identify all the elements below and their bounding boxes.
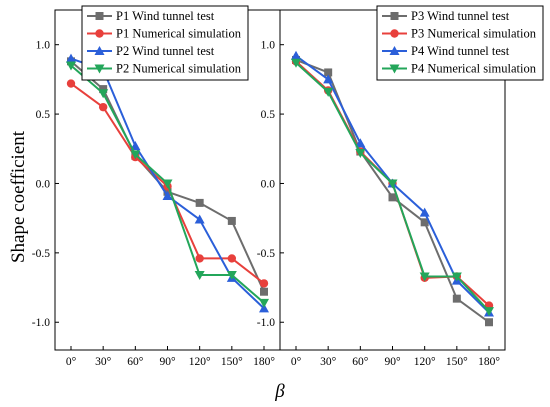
legend-marker: [95, 29, 104, 38]
data-point: [452, 294, 461, 303]
panel-right: -1.0 -0.5 0.0 0.5 1.0 0° 30° 60° 90° 120° 150° 180°…: [257, 5, 544, 368]
legend: P1 Wind tunnel test P1 Numerical simulati…: [81, 5, 249, 81]
x-tick-label: 120°: [414, 356, 436, 368]
legend-marker: [389, 64, 400, 74]
legend: P3 Wind tunnel test P3 Numerical simulati…: [376, 5, 544, 81]
data-point: [484, 307, 494, 317]
x-tick-label: 30°: [95, 356, 112, 368]
y-tick-label: 0.5: [261, 109, 276, 121]
data-point: [355, 148, 366, 158]
legend-marker: [390, 29, 399, 38]
y-tick-label: 1.0: [261, 40, 276, 52]
data-point: [98, 89, 109, 99]
x-tick-label: 0°: [66, 356, 77, 368]
data-point: [227, 254, 237, 263]
data-point: [66, 53, 76, 63]
x-tick-label: 180°: [478, 356, 500, 368]
data-point: [130, 150, 141, 160]
data-point: [323, 74, 334, 84]
legend-label: P2 Numerical simulation: [116, 62, 242, 76]
legend-label: P4 Wind tunnel test: [411, 44, 510, 58]
y-tick-label: -0.5: [32, 248, 50, 260]
data-point: [227, 216, 236, 225]
y-tick-label: 0.0: [36, 178, 51, 190]
x-tick-label: 150°: [446, 356, 468, 368]
data-point: [66, 79, 76, 88]
x-tick-label: 150°: [221, 356, 243, 368]
y-tick-label: 1.0: [36, 40, 51, 52]
data-point: [98, 102, 108, 112]
data-point: [420, 218, 429, 227]
data-point: [291, 50, 301, 60]
data-point: [162, 190, 173, 200]
data-point: [99, 85, 108, 94]
data-point: [260, 287, 268, 296]
legend-marker: [94, 46, 105, 55]
legend-label: P3 Wind tunnel test: [411, 9, 510, 23]
data-point: [162, 179, 173, 189]
data-point: [388, 193, 397, 202]
data-point: [324, 68, 333, 77]
data-point: [194, 271, 205, 281]
x-tick-label: 30°: [320, 356, 337, 368]
data-point: [485, 318, 493, 327]
data-point: [226, 271, 237, 281]
x-tick-label: 60°: [127, 356, 144, 368]
data-point: [66, 61, 76, 71]
data-point: [419, 272, 430, 282]
legend-marker: [95, 12, 104, 20]
legend-label: P2 Wind tunnel test: [116, 44, 215, 58]
legend-marker: [390, 12, 399, 20]
data-point: [355, 138, 366, 148]
x-tick-label: 90°: [384, 356, 401, 368]
legend-label: P3 Numerical simulation: [411, 27, 537, 41]
x-tick-label: 90°: [159, 356, 176, 368]
y-tick-label: -1.0: [32, 317, 50, 329]
y-tick-label: 0.5: [36, 109, 51, 121]
data-point: [195, 254, 204, 263]
data-point: [419, 207, 430, 217]
data-point: [323, 87, 334, 97]
data-point: [259, 298, 269, 308]
data-point: [259, 303, 269, 313]
data-point: [291, 58, 301, 68]
x-tick-label: 0°: [291, 356, 302, 368]
x-tick-label: 180°: [253, 356, 275, 368]
panel-left: -1.0 -0.5 0.0 0.5 1.0 0° 30° 60° 90° 120° 150° 180°…: [32, 5, 281, 368]
data-point: [451, 272, 462, 282]
y-tick-label: 0.0: [261, 178, 276, 190]
legend-marker: [389, 46, 400, 55]
y-axis-title: Shape coefficient: [8, 130, 29, 263]
data-point: [259, 279, 269, 288]
data-point: [195, 198, 204, 207]
legend-label: P1 Numerical simulation: [116, 27, 242, 41]
y-tick-label: -0.5: [257, 248, 275, 260]
data-point: [387, 179, 398, 189]
y-tick-label: -1.0: [257, 317, 275, 329]
legend-label: P4 Numerical simulation: [411, 62, 537, 76]
x-axis-title: β: [274, 381, 285, 402]
legend-label: P1 Wind tunnel test: [116, 9, 215, 23]
data-point: [194, 214, 205, 224]
x-tick-label: 120°: [189, 356, 211, 368]
x-tick-label: 60°: [352, 356, 369, 368]
legend-marker: [94, 64, 105, 74]
